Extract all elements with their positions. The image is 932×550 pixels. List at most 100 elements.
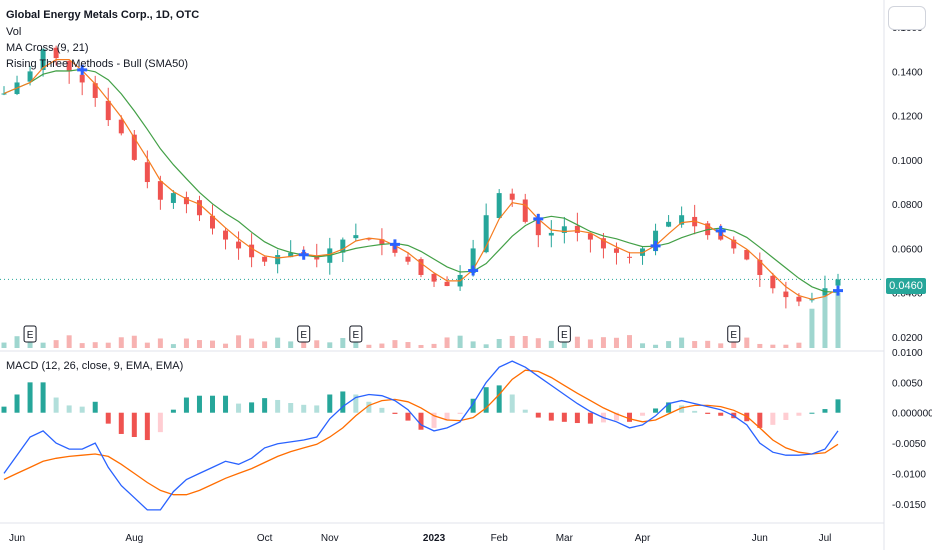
candle-body [835,279,841,286]
candle-body [483,215,489,253]
candle-body [183,197,189,205]
volume-bar [262,341,268,348]
price-tick-label: 0.1200 [892,112,923,123]
macd-histogram-bar [574,412,580,424]
macd-tick-label: 0.0050 [892,378,923,389]
volume-bar [92,342,98,348]
macd-histogram-bar [692,410,698,413]
macd-histogram-bar [392,412,398,414]
macd-histogram-bar [522,409,528,413]
volume-bar [14,336,20,348]
earnings-marker [297,325,311,343]
macd-histogram-bar [613,412,619,421]
volume-bar [496,338,502,348]
candle-body [561,226,567,233]
macd-histogram-bar [66,405,72,413]
candle-body [1,93,7,95]
time-tick-label: Feb [491,533,509,544]
ma-cross-marker [650,240,661,251]
candle-body [783,291,789,298]
volume-bar [548,340,554,348]
candle-body [105,100,111,121]
macd-histogram-bar [653,408,659,413]
earnings-marker-label: E [353,330,360,341]
ma-cross-marker [715,225,726,236]
volume-bar [118,337,124,348]
legend-ma-cross[interactable]: MA Cross (9, 21) [6,42,89,54]
price-scale-button[interactable] [888,6,926,30]
macd-histogram-bar [92,401,98,413]
macd-histogram-bar [640,412,646,416]
candle-body [170,193,176,203]
candle-body [444,281,450,287]
volume-bar [170,344,176,348]
volume-bar [418,344,424,348]
macd-histogram-bar [770,412,776,425]
macd-histogram-bar [170,409,176,413]
ma-cross-marker [533,213,544,224]
candle-body [275,255,281,265]
candle-body [366,238,372,240]
candle-body [288,252,294,258]
earnings-marker [557,325,571,343]
volume-bar [822,295,828,348]
volume-bar [587,339,593,348]
macd-histogram-bar [14,394,20,413]
candle-body [679,215,685,225]
candle-body [27,71,33,82]
macd-histogram-bar [1,406,7,413]
volume-bar [796,342,802,348]
volume-bar [275,337,281,348]
candle-body [236,241,242,249]
volume-bar [79,343,85,348]
volume-bar [366,344,372,348]
macd-histogram-bar [379,407,385,413]
earnings-marker-label: E [300,330,307,341]
symbol-title[interactable]: Global Energy Metals Corp., 1D, OTC [6,9,200,21]
time-tick-label: Nov [321,533,339,544]
legend-vol[interactable]: Vol [6,26,22,38]
macd-histogram-bar [822,409,828,413]
price-tick-label: 0.0200 [892,333,923,344]
candle-body [249,244,255,258]
candle-body [600,238,606,249]
macd-histogram-bar [27,382,33,413]
macd-tick-label: -0.0050 [892,439,926,450]
macd-histogram-bar [210,395,215,413]
macd-histogram-bar [249,402,255,413]
volume-bar [809,308,815,348]
candle-body [496,193,502,219]
macd-histogram-bar [288,403,294,413]
legend-macd[interactable]: MACD (12, 26, close, 9, EMA, EMA) [6,360,184,372]
macd-signal-line [3,369,839,496]
macd-histogram-bar [457,412,463,414]
macd-histogram-bar [314,405,320,413]
earnings-marker-label: E [27,330,34,341]
candle-body [196,200,202,216]
earnings-marker-label: E [730,330,737,341]
volume-bar [340,338,346,348]
time-tick-label: Jul [819,533,832,544]
legend-rising-three-methods[interactable]: Rising Three Methods - Bull (SMA50) [6,58,188,70]
candle-body [548,232,554,236]
macd-histogram-bar [561,412,567,422]
volume-bar [666,341,672,348]
price-tick-label: 0.1400 [892,67,923,78]
time-tick-label: Apr [635,533,651,544]
candle-body [509,193,515,200]
time-tick-label: Oct [257,533,273,544]
macd-histogram-bar [183,397,189,413]
candle-body [587,233,593,240]
price-tick-label: 0.1000 [892,156,923,167]
volume-bar [183,338,189,348]
earnings-marker [349,325,363,343]
macd-tick-label: 0.0100 [892,348,923,359]
candle-body [379,239,385,244]
candle-body [522,199,528,222]
candle-body [535,220,541,236]
macd-histogram-bar [353,394,359,413]
price-tick-label: 0.0800 [892,200,923,211]
macd-histogram-bar [327,394,333,413]
candle-body [340,239,346,253]
